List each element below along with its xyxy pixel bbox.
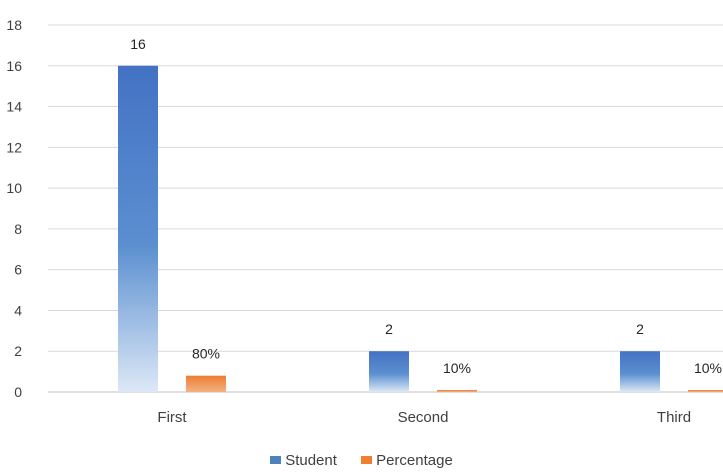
y-tick-label: 10 [6,180,22,196]
x-tick-label: First [157,409,187,426]
y-tick-label: 6 [14,262,22,278]
x-tick-label: Third [657,409,691,426]
data-label-percentage: 80% [192,346,220,362]
legend-label-percentage: Percentage [376,452,453,469]
y-tick-label: 18 [6,17,22,33]
y-tick-label: 14 [6,99,22,115]
data-label-percentage: 10% [443,360,471,376]
y-axis: 0 2 4 6 8 10 12 14 16 18 [6,17,22,400]
legend: Student Percentage [0,452,723,469]
gridlines [48,24,723,393]
x-axis: First Second Third [157,409,691,426]
bar-student-second [369,351,409,392]
y-tick-label: 0 [14,384,22,400]
y-tick-label: 12 [6,139,22,155]
legend-label-student: Student [285,452,337,469]
bar-percentage-first [186,375,226,392]
bar-student-third [620,351,660,392]
data-labels: 16 80% 2 10% 2 10% [130,36,722,376]
y-tick-label: 16 [6,58,22,74]
bar-percentage-second [437,389,477,392]
legend-swatch-percentage [361,456,373,465]
data-label-student: 2 [636,321,644,337]
bar-student-first [118,65,158,393]
x-tick-label: Second [398,409,449,426]
bar-percentage-third [688,389,723,392]
data-label-student: 2 [385,321,393,337]
data-label-student: 16 [130,36,146,52]
y-tick-label: 4 [14,302,22,318]
legend-item-student: Student [270,452,337,469]
legend-item-percentage: Percentage [361,452,453,469]
data-label-percentage: 10% [694,360,722,376]
bars [118,65,723,393]
legend-swatch-student [270,456,282,465]
y-tick-label: 2 [14,343,22,359]
y-tick-label: 8 [14,221,22,237]
